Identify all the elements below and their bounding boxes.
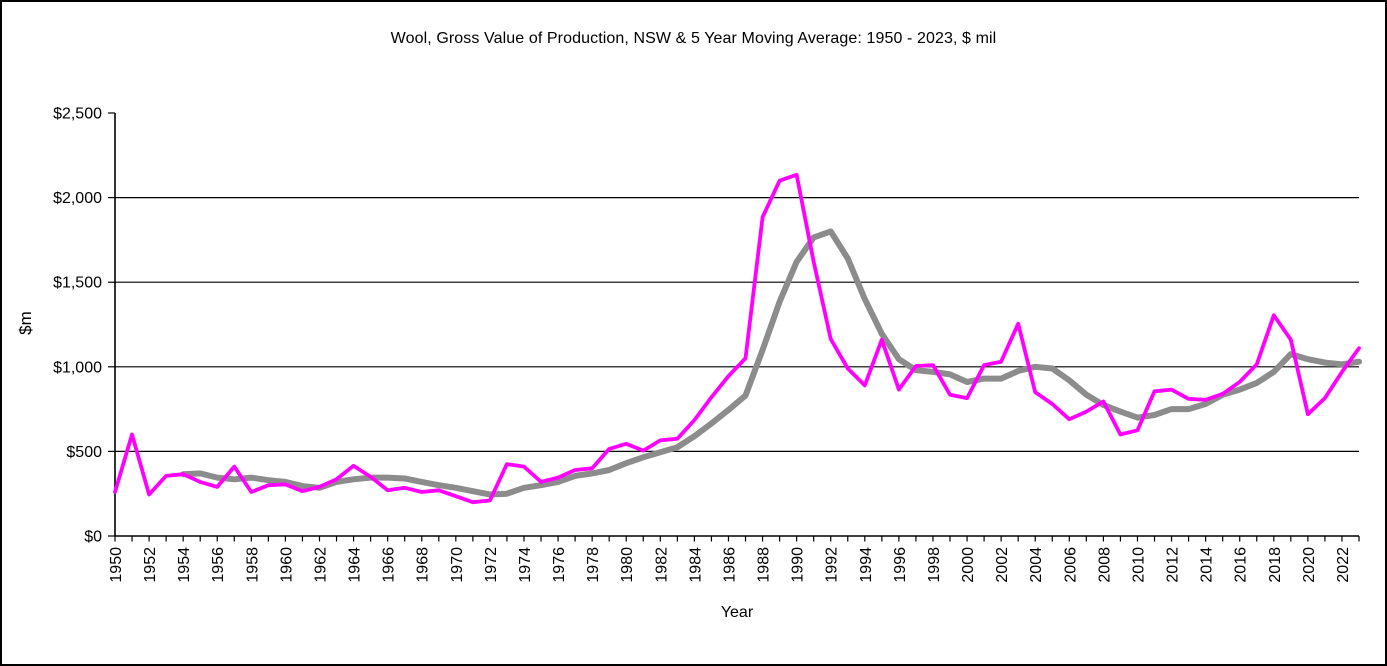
x-tick-label: 2010 xyxy=(1130,547,1147,583)
x-tick-label: 1954 xyxy=(176,547,193,583)
x-tick-label: 1970 xyxy=(449,547,466,583)
x-tick-label: 1972 xyxy=(483,547,500,583)
y-tick-labels: $0 $500 $1,000 $1,500 $2,000 $2,500 xyxy=(53,106,102,546)
x-tick-label: 2022 xyxy=(1335,547,1352,583)
chart-title: Wool, Gross Value of Production, NSW & 5… xyxy=(390,30,997,47)
x-tick-label: 1966 xyxy=(381,547,398,583)
x-tick-label: 1964 xyxy=(347,547,364,583)
series-nsw-annual-line xyxy=(113,172,1361,505)
x-tick-label: 2006 xyxy=(1062,547,1079,583)
y-tick-label: $1,000 xyxy=(53,359,102,376)
x-tick-label: 2002 xyxy=(994,547,1011,583)
x-tick-label: 1984 xyxy=(687,547,704,583)
x-tick-label: 2000 xyxy=(960,547,977,583)
x-tick-label: 1962 xyxy=(312,547,329,583)
x-tick-label: 1950 xyxy=(108,547,125,583)
y-tick-label: $2,000 xyxy=(53,190,102,207)
x-tick-label: 1974 xyxy=(517,547,534,583)
gridlines xyxy=(115,197,1359,452)
x-tick-label: 1992 xyxy=(824,547,841,583)
series-moving-average-line xyxy=(180,228,1362,498)
y-tick-label: $1,500 xyxy=(53,275,102,292)
x-tick-label: 1956 xyxy=(210,547,227,583)
x-tick-label: 2018 xyxy=(1267,547,1284,583)
axes xyxy=(114,113,1359,537)
x-tick-label: 1976 xyxy=(551,547,568,583)
x-tick-label: 1998 xyxy=(926,547,943,583)
x-tick-label: 1978 xyxy=(585,547,602,583)
x-axis-title: Year xyxy=(720,604,754,621)
x-tick-label: 1988 xyxy=(756,547,773,583)
x-tick-label: 1994 xyxy=(858,547,875,583)
data-series xyxy=(113,172,1362,505)
x-tick-label: 1990 xyxy=(790,547,807,583)
x-tick-label: 2004 xyxy=(1028,547,1045,583)
axis-ticks xyxy=(108,112,1360,542)
x-tick-label: 1996 xyxy=(892,547,909,583)
x-tick-label: 2008 xyxy=(1096,547,1113,583)
y-tick-label: $0 xyxy=(84,529,102,546)
x-tick-label: 1986 xyxy=(721,547,738,583)
x-tick-labels: 1950 1952 1954 1956 1958 1960 1962 1964 1966 1968… xyxy=(108,547,1352,583)
x-tick-label: 1980 xyxy=(619,547,636,583)
x-tick-label: 1960 xyxy=(278,547,295,583)
x-tick-label: 1958 xyxy=(244,547,261,583)
x-tick-label: 1952 xyxy=(142,547,159,583)
x-tick-label: 1968 xyxy=(415,547,432,583)
x-tick-label: 2016 xyxy=(1233,547,1250,583)
x-tick-label: 2012 xyxy=(1165,547,1182,583)
x-tick-label: 1982 xyxy=(653,547,670,583)
x-tick-label: 2020 xyxy=(1301,547,1318,583)
y-tick-label: $2,500 xyxy=(53,106,102,123)
x-tick-label: 2014 xyxy=(1199,547,1216,583)
y-tick-label: $500 xyxy=(66,444,102,461)
